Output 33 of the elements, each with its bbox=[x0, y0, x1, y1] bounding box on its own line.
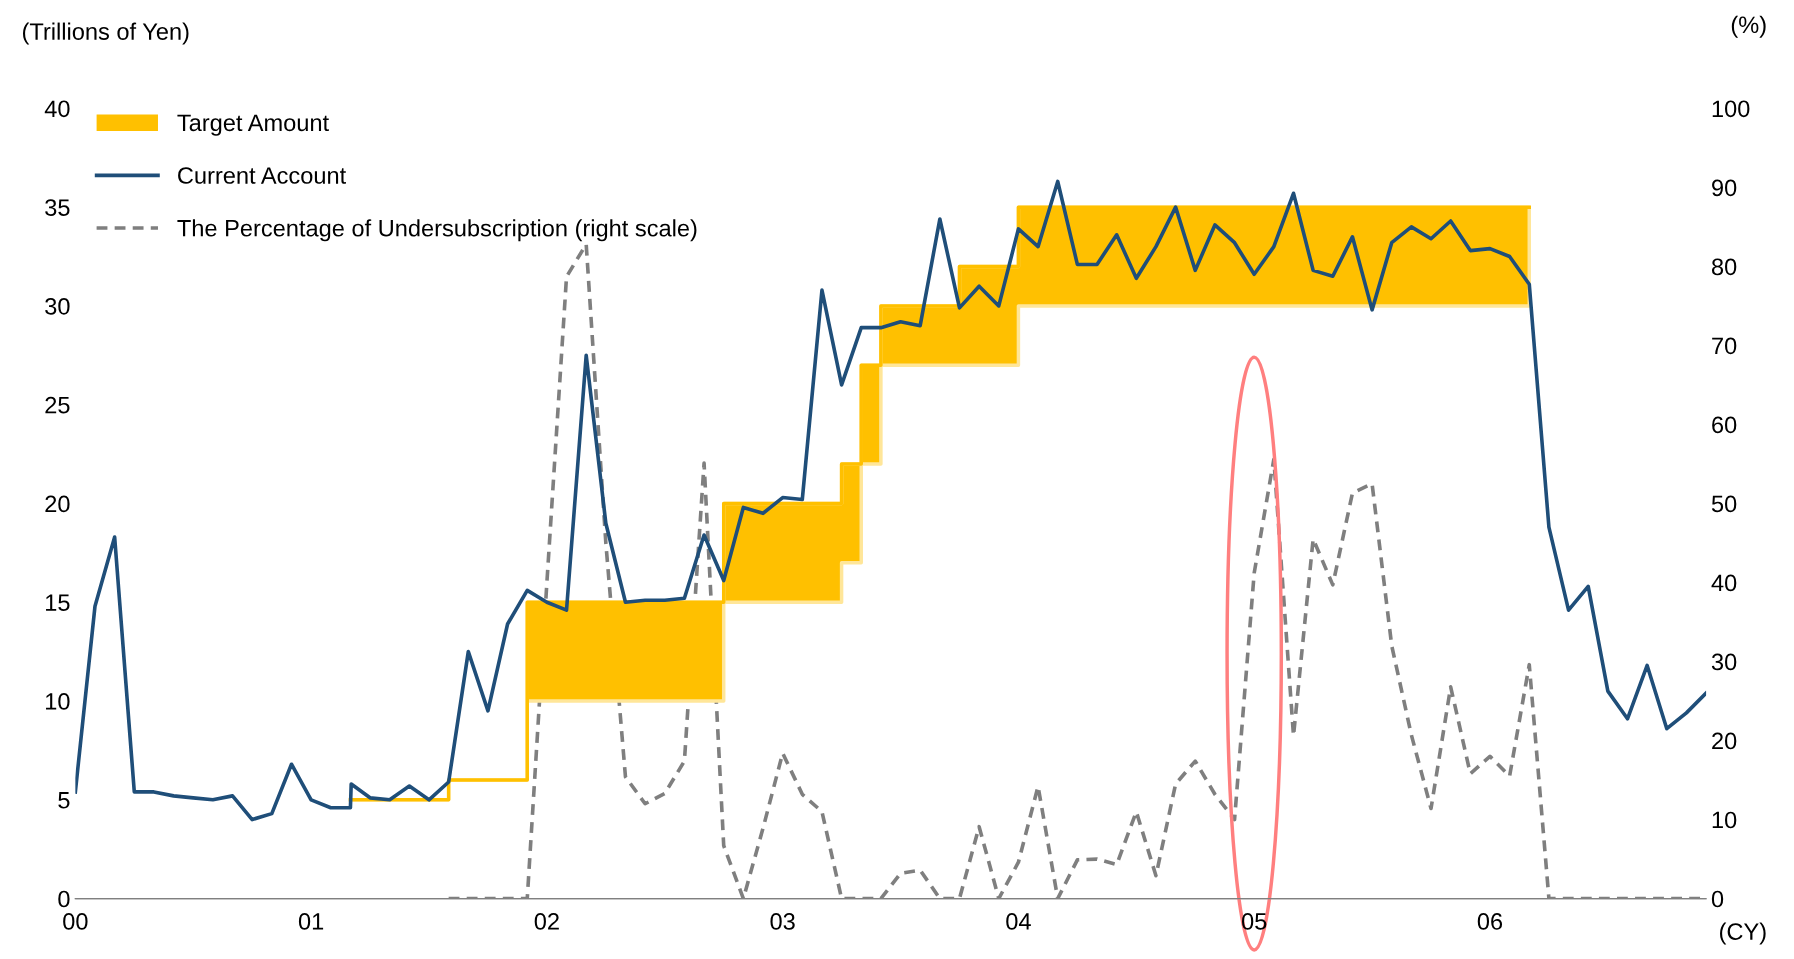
y-axis-title: (Trillions of Yen) bbox=[22, 22, 189, 45]
y2-tick-label: 10 bbox=[1712, 811, 1737, 829]
y-tick-label: 40 bbox=[44, 100, 70, 118]
legend-label: The Percentage of Undersubscription (right scale) bbox=[177, 219, 697, 242]
y2-tick-label: 90 bbox=[1712, 179, 1737, 197]
x-tick-label: 05 bbox=[1241, 913, 1267, 930]
y2-tick-label: 30 bbox=[1711, 653, 1737, 671]
x-tick-label: 03 bbox=[770, 913, 795, 930]
y2-tick-label: 60 bbox=[1712, 416, 1737, 434]
x-axis-title: (CY) bbox=[1720, 922, 1766, 945]
y2-tick-label: 40 bbox=[1711, 574, 1737, 592]
y-tick-label: 0 bbox=[58, 890, 70, 908]
x-tick-label: 06 bbox=[1477, 913, 1503, 930]
x-tick-label: 04 bbox=[1006, 913, 1031, 930]
y2-tick-label: 80 bbox=[1711, 258, 1737, 276]
x-tick-label: 00 bbox=[63, 913, 88, 930]
x-tick-label: 01 bbox=[298, 913, 324, 930]
y2-axis-title: (%) bbox=[1731, 15, 1766, 38]
y-tick-label: 15 bbox=[46, 594, 70, 612]
x-tick-label: 02 bbox=[534, 913, 559, 930]
y-tick-label: 25 bbox=[45, 396, 70, 414]
y-tick-label: 30 bbox=[45, 297, 70, 315]
y2-tick-label: 0 bbox=[1711, 890, 1724, 908]
y2-tick-label: 100 bbox=[1712, 100, 1750, 118]
y-tick-label: 10 bbox=[46, 693, 70, 710]
y2-tick-label: 20 bbox=[1712, 732, 1737, 750]
y2-tick-label: 50 bbox=[1711, 495, 1737, 513]
y2-tick-label: 70 bbox=[1712, 337, 1737, 355]
y-tick-label: 20 bbox=[45, 495, 70, 513]
legend-label: Target Amount bbox=[177, 114, 329, 136]
y-tick-label: 35 bbox=[45, 199, 70, 216]
legend-label: Current Account bbox=[178, 167, 347, 184]
y-tick-label: 5 bbox=[58, 792, 70, 809]
